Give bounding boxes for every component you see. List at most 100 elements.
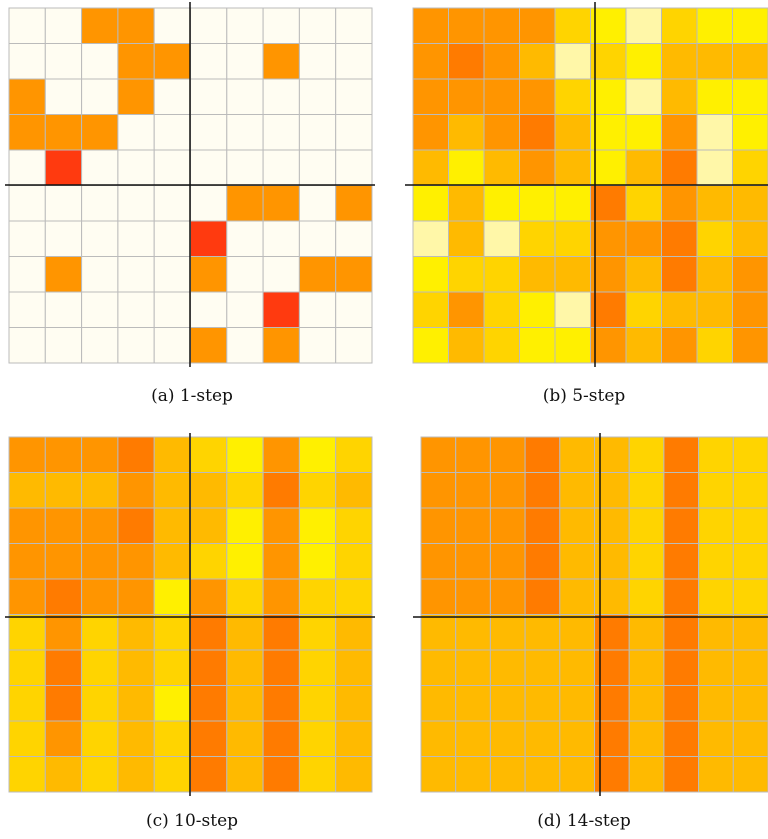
heatmap-cell (226, 614, 264, 651)
heatmap-cell (412, 114, 449, 151)
heatmap-cell (262, 7, 300, 44)
heatmap-cell (153, 578, 191, 615)
heatmap-cell (732, 114, 768, 151)
heatmap-cell (698, 436, 734, 473)
heatmap-cell (8, 185, 46, 222)
heatmap-cell (524, 543, 561, 580)
heatmap-cell (590, 256, 627, 293)
heatmap-cell (298, 327, 337, 364)
heatmap-cell (117, 185, 155, 222)
heatmap-cell (226, 543, 264, 580)
heatmap-cell (153, 291, 191, 328)
heatmap-cell (625, 291, 662, 328)
heatmap-cell (420, 685, 457, 722)
heatmap-cell (262, 256, 300, 293)
heatmap-cell (44, 720, 83, 757)
heatmap-cell (590, 7, 627, 44)
heatmap-cell (448, 7, 485, 44)
heatmap-cell (554, 114, 591, 151)
heatmap-cell (153, 685, 191, 722)
heatmap-cell (8, 543, 46, 580)
heatmap-cell (81, 543, 119, 580)
heatmap-cell (226, 185, 264, 222)
heatmap-cell (117, 649, 155, 686)
heatmap-cell (81, 685, 119, 722)
heatmap-cell (628, 649, 665, 686)
heatmap-cell (81, 507, 119, 544)
heatmap-cell (298, 507, 337, 544)
heatmap-cell (262, 291, 300, 328)
heatmap-cell (262, 685, 300, 722)
heatmap-cell (226, 78, 264, 115)
heatmap-cell (335, 220, 373, 257)
heatmap-cell (420, 436, 457, 473)
heatmap-cell (663, 614, 700, 651)
caption-5-step: (b) 5-step (542, 386, 626, 406)
heatmap-cell (44, 114, 83, 151)
heatmap-cell (262, 78, 300, 115)
heatmap-cell (663, 543, 700, 580)
heatmap-cell (262, 756, 300, 793)
heatmap-cell (732, 507, 768, 544)
heatmap-cell (559, 578, 595, 615)
heatmap-cell (44, 578, 83, 615)
heatmap-cell (8, 756, 46, 793)
heatmap-cell (489, 578, 526, 615)
heatmap-cell (153, 114, 191, 151)
heatmap-cell (455, 436, 491, 473)
heatmap-cell (81, 185, 119, 222)
heatmap-cell (625, 114, 662, 151)
heatmap-cell (44, 507, 83, 544)
heatmap-cell (335, 114, 373, 151)
heatmap-cell (732, 578, 768, 615)
heatmap-cell (448, 256, 485, 293)
heatmap-cell (153, 507, 191, 544)
heatmap-cell (190, 220, 228, 257)
heatmap-cell (524, 720, 561, 757)
heatmap-cell (226, 436, 264, 473)
heatmap-cell (412, 7, 449, 44)
heatmap-cell (519, 291, 556, 328)
heatmap-cell (8, 436, 46, 473)
heatmap-cell (262, 220, 300, 257)
heatmap-cell (698, 649, 734, 686)
heatmap-cell (524, 649, 561, 686)
heatmap-cell (44, 685, 83, 722)
heatmap-cell (732, 7, 768, 44)
heatmap-cell (117, 472, 155, 509)
heatmap-cell (117, 220, 155, 257)
heatmap-cell (153, 472, 191, 509)
heatmap-cell (190, 114, 228, 151)
heatmap-cell (483, 78, 520, 115)
heatmap-cell (696, 114, 733, 151)
heatmap-cell (298, 256, 337, 293)
heatmap-cell (8, 507, 46, 544)
heatmap-cell (732, 43, 768, 80)
heatmap-cell (661, 78, 698, 115)
heatmap-cell (524, 685, 561, 722)
heatmap-cell (8, 578, 46, 615)
heatmap-cell (81, 756, 119, 793)
heatmap-cell (44, 43, 83, 80)
heatmap-cell (298, 220, 337, 257)
heatmap-cell (117, 614, 155, 651)
heatmap-cell (554, 185, 591, 222)
heatmap-cell (117, 436, 155, 473)
heatmap-cell (625, 327, 662, 364)
heatmap-cell (696, 7, 733, 44)
heatmap-cell (420, 578, 457, 615)
heatmap-cell (262, 43, 300, 80)
heatmap-cell (190, 78, 228, 115)
heatmap-cell (483, 256, 520, 293)
heatmap-cell (117, 291, 155, 328)
heatmap-cell (696, 256, 733, 293)
heatmap-cell (153, 756, 191, 793)
heatmap-cell (732, 685, 768, 722)
heatmap-cell (455, 543, 491, 580)
heatmap-cell (661, 256, 698, 293)
heatmap-cell (455, 578, 491, 615)
heatmap-cell (483, 43, 520, 80)
heatmap-cell (81, 720, 119, 757)
heatmap-cell (412, 220, 449, 257)
